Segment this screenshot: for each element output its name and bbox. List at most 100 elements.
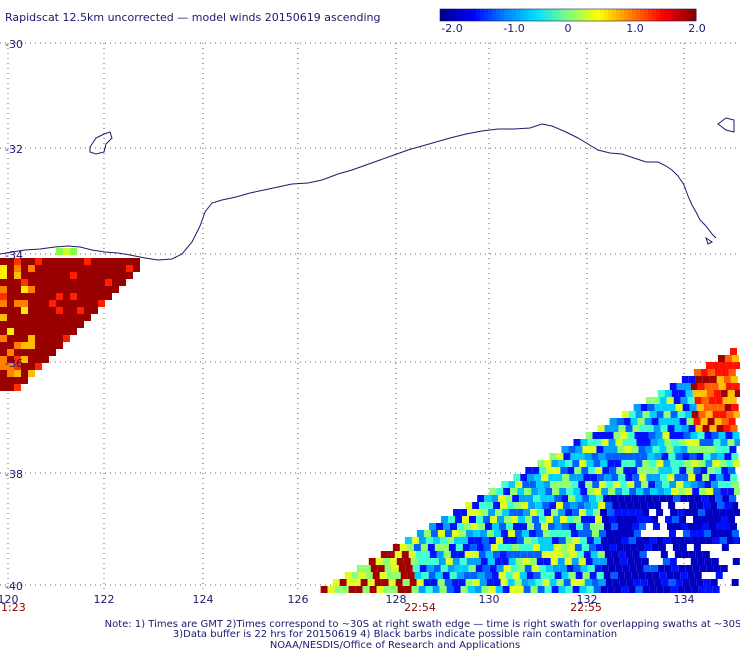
- wind-cell: [532, 516, 540, 523]
- wind-cell: [14, 265, 21, 272]
- wind-cell: [693, 418, 701, 425]
- wind-cell: [602, 544, 610, 551]
- wind-cell: [720, 390, 728, 397]
- wind-cell: [652, 495, 660, 502]
- wind-cell: [63, 314, 70, 321]
- wind-cell: [701, 446, 709, 453]
- wind-cell: [647, 579, 655, 586]
- wind-cell: [627, 481, 635, 488]
- wind-cell: [695, 376, 703, 383]
- wind-cell: [465, 579, 473, 586]
- wind-cell: [697, 481, 705, 488]
- wind-cell: [528, 502, 536, 509]
- wind-cell: [477, 572, 485, 579]
- wind-cell: [112, 265, 119, 272]
- wind-cell: [112, 258, 119, 265]
- wind-cell: [49, 314, 56, 321]
- wind-cell: [395, 579, 403, 586]
- wind-cell: [682, 453, 690, 460]
- wind-cell: [677, 586, 685, 593]
- wind-cell: [725, 432, 733, 439]
- wind-cell: [530, 537, 538, 544]
- wind-cell: [614, 537, 622, 544]
- wind-cell: [688, 523, 695, 530]
- wind-cell: [21, 258, 28, 265]
- wind-cell: [372, 572, 380, 579]
- wind-cell: [713, 439, 721, 446]
- wind-cell: [56, 314, 63, 321]
- wind-cell: [133, 258, 140, 265]
- wind-cell: [609, 467, 617, 474]
- wind-cell: [28, 349, 35, 356]
- wind-cell: [671, 439, 679, 446]
- wind-cell: [627, 432, 635, 439]
- wind-cell: [528, 530, 536, 537]
- wind-cell: [585, 432, 593, 439]
- wind-cell: [521, 530, 529, 537]
- wind-cell: [716, 425, 724, 432]
- wind-cell: [481, 509, 489, 516]
- wind-cell: [524, 488, 532, 495]
- wind-cell: [565, 537, 573, 544]
- wind-cell: [693, 369, 701, 376]
- wind-cell: [677, 537, 685, 544]
- wind-cell: [684, 411, 692, 418]
- colorbar-segment: [440, 9, 445, 21]
- wind-cell: [595, 467, 603, 474]
- wind-cell: [690, 481, 698, 488]
- wind-cell: [507, 579, 515, 586]
- wind-cell: [606, 432, 614, 439]
- wind-cell: [672, 418, 680, 425]
- wind-cell: [660, 551, 668, 558]
- wind-cell: [688, 474, 696, 481]
- wind-cell: [580, 488, 588, 495]
- wind-cell: [394, 551, 402, 558]
- wind-cell: [379, 572, 387, 579]
- wind-cell: [734, 439, 740, 446]
- wind-cell: [677, 411, 685, 418]
- wind-cell: [403, 558, 411, 565]
- wind-cell: [21, 307, 28, 314]
- wind-cell: [649, 586, 657, 593]
- wind-cell: [583, 474, 591, 481]
- wind-cell: [412, 565, 420, 572]
- wind-cell: [443, 523, 450, 530]
- wind-cell: [56, 293, 63, 300]
- wind-cell: [632, 523, 639, 530]
- wind-cell: [63, 335, 70, 342]
- wind-cell: [607, 509, 615, 516]
- wind-cell: [368, 558, 376, 565]
- wind-cell: [680, 446, 688, 453]
- wind-cell: [635, 509, 643, 516]
- wind-cell: [615, 565, 623, 572]
- wind-cell: [77, 314, 84, 321]
- wind-cell: [63, 279, 70, 286]
- wind-cell: [651, 418, 659, 425]
- wind-cell: [519, 572, 527, 579]
- wind-cell: [688, 425, 696, 432]
- wind-cell: [617, 572, 625, 579]
- colorbar-segment: [572, 9, 577, 21]
- wind-cell: [685, 488, 693, 495]
- wind-cell: [707, 418, 715, 425]
- wind-cell: [499, 551, 507, 558]
- wind-cell: [526, 495, 534, 502]
- wind-cell: [724, 355, 732, 362]
- wind-cell: [633, 404, 641, 411]
- wind-cell: [658, 467, 666, 474]
- wind-cell: [500, 502, 508, 509]
- wind-cell: [623, 544, 631, 551]
- wind-cell: [397, 586, 405, 593]
- wind-cell: [710, 502, 718, 509]
- colorbar-segment: [632, 9, 637, 21]
- wind-cell: [14, 307, 21, 314]
- wind-cell: [689, 502, 697, 509]
- wind-cell: [720, 565, 728, 572]
- wind-cell: [563, 502, 571, 509]
- wind-cell: [572, 460, 580, 467]
- wind-cell: [696, 579, 704, 586]
- wind-cell: [448, 544, 456, 551]
- wind-cell: [495, 509, 503, 516]
- wind-cell: [28, 363, 35, 370]
- wind-cell: [687, 397, 695, 404]
